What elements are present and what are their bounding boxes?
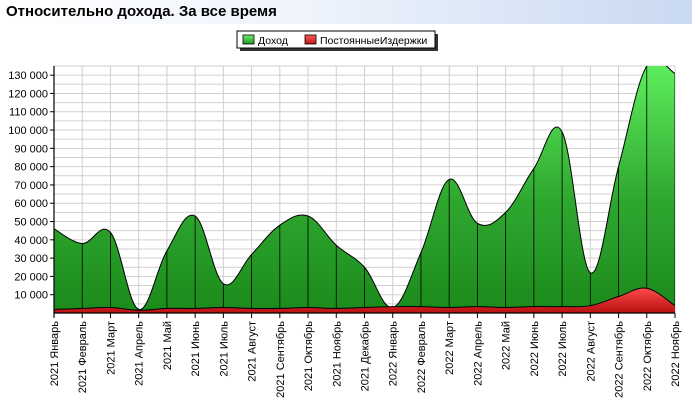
x-tick-label: 2021 Май bbox=[162, 321, 174, 370]
x-tick-label: 2022 Июль bbox=[557, 321, 569, 377]
legend-box bbox=[236, 30, 436, 49]
legend: Доход ПостоянныеИздержки bbox=[236, 30, 438, 51]
legend-swatch-income bbox=[242, 34, 255, 45]
income-line bbox=[54, 66, 675, 310]
costs-line bbox=[54, 287, 675, 311]
y-tick-label: 50 000 bbox=[14, 217, 48, 229]
x-tick-label: 2021 Апрель bbox=[134, 321, 146, 386]
x-tick-label: 2021 Июль bbox=[218, 321, 230, 377]
x-tick-label: 2022 Сентябрь bbox=[614, 321, 626, 398]
x-tick-label: 2022 Январь bbox=[388, 321, 400, 387]
y-tick-label: 100 000 bbox=[8, 125, 48, 137]
x-tick-label: 2021 Июнь bbox=[190, 321, 202, 377]
x-tick-label: 2022 Июнь bbox=[529, 321, 541, 377]
x-tick-label: 2022 Апрель bbox=[472, 321, 484, 386]
y-tick-label: 40 000 bbox=[14, 235, 48, 247]
x-tick-label: 2021 Ноябрь bbox=[331, 321, 343, 387]
x-tick-label: 2022 Февраль bbox=[416, 321, 428, 394]
x-tick-label: 2022 Август bbox=[585, 321, 597, 382]
chart-title-bar: Относительно дохода. За все время bbox=[0, 0, 692, 24]
x-tick-label: 2022 Май bbox=[501, 321, 513, 370]
y-tick-label: 130 000 bbox=[8, 70, 48, 82]
y-tick-label: 80 000 bbox=[14, 162, 48, 174]
y-tick-label: 30 000 bbox=[14, 253, 48, 265]
chart-title: Относительно дохода. За все время bbox=[6, 3, 277, 20]
y-tick-label: 60 000 bbox=[14, 198, 48, 210]
x-tick-label: 2022 Ноябрь bbox=[670, 321, 682, 387]
x-tick-label: 2021 Октябрь bbox=[303, 321, 315, 391]
x-tick-label: 2021 Январь bbox=[49, 321, 61, 387]
x-tick-label: 2021 Март bbox=[105, 321, 117, 375]
y-tick-label: 90 000 bbox=[14, 143, 48, 155]
y-tick-label: 120 000 bbox=[8, 88, 48, 100]
legend-swatch-costs bbox=[304, 34, 317, 45]
y-tick-label: 20 000 bbox=[14, 271, 48, 283]
y-tick-label: 70 000 bbox=[14, 180, 48, 192]
legend-label-income: Доход bbox=[258, 35, 288, 47]
legend-label-costs: ПостоянныеИздержки bbox=[320, 35, 427, 47]
y-tick-label: 110 000 bbox=[9, 107, 48, 119]
x-tick-label: 2021 Февраль bbox=[77, 321, 89, 394]
x-tick-label: 2021 Сентябрь bbox=[275, 321, 287, 398]
x-tick-label: 2021 Декабрь bbox=[360, 321, 372, 392]
x-tick-label: 2022 Октябрь bbox=[642, 321, 654, 391]
x-tick-label: 2021 Август bbox=[247, 321, 259, 382]
x-tick-label: 2022 Март bbox=[444, 321, 456, 375]
y-tick-label: 10 000 bbox=[14, 290, 48, 302]
